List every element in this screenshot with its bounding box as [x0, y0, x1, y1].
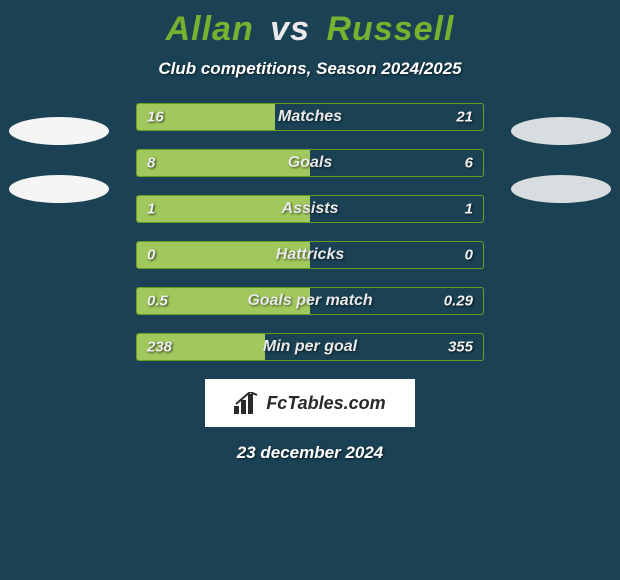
stat-value-left: 0	[147, 247, 155, 264]
stat-bar: 8 Goals 6	[136, 149, 484, 177]
stat-value-left: 238	[147, 339, 172, 356]
left-side-badges	[4, 103, 114, 203]
player1-name: Allan	[166, 10, 254, 48]
fctables-logo-icon	[234, 392, 260, 414]
stat-label: Hattricks	[276, 246, 344, 264]
footer-date: 23 december 2024	[0, 443, 620, 463]
stat-value-left: 16	[147, 109, 164, 126]
stat-value-right: 6	[465, 155, 473, 172]
right-side-badges	[506, 103, 616, 203]
stat-bars: 16 Matches 21 8 Goals 6 1 Assists 1 0 Hattricks 0 0.…	[136, 103, 484, 361]
stat-bar: 16 Matches 21	[136, 103, 484, 131]
stat-label: Assists	[282, 200, 339, 218]
root: Allan vs Russell Club competitions, Seas…	[0, 0, 620, 463]
stat-bar: 238 Min per goal 355	[136, 333, 484, 361]
player2-name: Russell	[326, 10, 454, 48]
stat-bar: 0 Hattricks 0	[136, 241, 484, 269]
page-title: Allan vs Russell	[0, 10, 620, 49]
vs-label: vs	[270, 10, 310, 48]
stat-value-right: 21	[456, 109, 473, 126]
stat-value-right: 355	[448, 339, 473, 356]
stat-label: Goals	[288, 154, 332, 172]
stat-value-left: 0.5	[147, 293, 168, 310]
stat-bar: 0.5 Goals per match 0.29	[136, 287, 484, 315]
stat-value-left: 1	[147, 201, 155, 218]
comparison-layout: 16 Matches 21 8 Goals 6 1 Assists 1 0 Hattricks 0 0.…	[0, 103, 620, 361]
stat-label: Matches	[278, 108, 342, 126]
logo-box: FcTables.com	[205, 379, 415, 427]
stat-value-right: 0	[465, 247, 473, 264]
stat-label: Goals per match	[247, 292, 372, 310]
bar-fill-left	[137, 150, 310, 176]
stat-label: Min per goal	[263, 338, 357, 356]
stat-bar: 1 Assists 1	[136, 195, 484, 223]
subtitle: Club competitions, Season 2024/2025	[0, 59, 620, 79]
player1-badge-2	[9, 175, 109, 203]
player1-badge-1	[9, 117, 109, 145]
stat-value-right: 0.29	[444, 293, 473, 310]
stat-value-left: 8	[147, 155, 155, 172]
player2-badge-2	[511, 175, 611, 203]
stat-value-right: 1	[465, 201, 473, 218]
logo-text: FcTables.com	[266, 393, 385, 414]
player2-badge-1	[511, 117, 611, 145]
